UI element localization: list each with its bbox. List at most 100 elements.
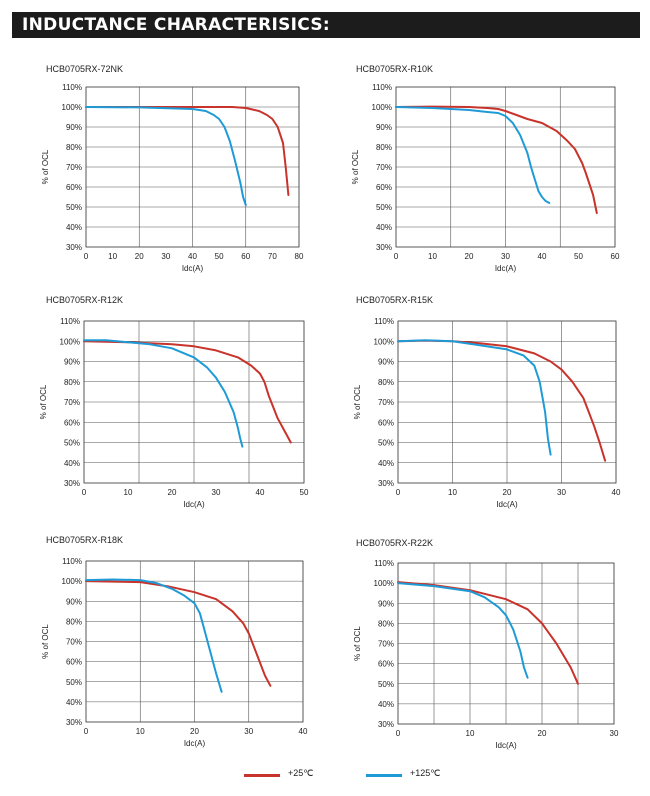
y-axis-label: % of OCL [41,624,50,659]
y-tick-label: 110% [60,317,80,326]
plot-frame [395,86,616,248]
x-tick-label: 30 [244,727,253,736]
x-tick-label: 0 [82,488,87,497]
y-tick-label: 70% [376,163,392,172]
y-tick-label: 90% [66,597,82,606]
y-tick-label: 80% [66,617,82,626]
chart-2: HCB0705RX-R10K 30% 40% 50% 60% 70% 80% 90% 100% 1… [351,64,620,273]
x-tick-label: 20 [465,252,474,261]
x-tick-label: 10 [448,488,457,497]
x-tick-label: 10 [124,488,133,497]
y-tick-label: 40% [378,700,394,709]
y-tick-label: 100% [374,337,394,346]
x-tick-label: 30 [161,252,170,261]
x-axis-label: Idc(A) [495,741,517,750]
series-line-25c [395,105,598,214]
x-tick-label: 0 [84,252,89,261]
y-tick-label: 50% [64,439,80,448]
x-axis-label: Idc(A) [495,264,517,273]
x-axis-label: Idc(A) [184,739,206,748]
y-tick-label: 90% [66,123,82,132]
x-tick-label: 80 [295,252,304,261]
chart-1: HCB0705RX-72NK 30% 40% 50% 60% 70% 80% 90% 100% 1… [41,64,304,273]
y-tick-label: 80% [378,619,394,628]
y-tick-label: 100% [60,337,80,346]
y-axis-label: % of OCL [353,626,362,661]
y-tick-label: 30% [66,243,82,252]
x-tick-label: 20 [135,252,144,261]
y-axis-label: % of OCL [41,149,50,184]
x-tick-label: 0 [84,727,89,736]
x-tick-label: 60 [241,252,250,261]
plot-frame [83,320,305,484]
x-tick-label: 10 [466,729,475,738]
y-tick-label: 70% [378,640,394,649]
x-tick-label: 30 [610,729,619,738]
x-tick-label: 0 [394,252,399,261]
x-axis-label: Idc(A) [183,500,205,509]
chart-5: HCB0705RX-R18K 30% 40% 50% 60% 70% 80% 90% 100% 1… [41,535,308,748]
x-tick-label: 0 [396,488,401,497]
x-tick-label: 50 [574,252,583,261]
x-tick-label: 20 [538,729,547,738]
y-tick-label: 70% [66,638,82,647]
series-line-125c [397,582,529,679]
chart-title: HCB0705RX-72NK [46,64,123,74]
x-tick-label: 30 [212,488,221,497]
x-tick-label: 40 [188,252,197,261]
x-tick-label: 10 [428,252,437,261]
x-tick-label: 30 [557,488,566,497]
y-tick-label: 50% [376,203,392,212]
y-tick-label: 100% [374,579,394,588]
x-axis-label: Idc(A) [496,500,518,509]
x-tick-label: 10 [136,727,145,736]
chart-3: HCB0705RX-R12K 30% 40% 50% 60% 70% 80% 90% 100% 1… [39,295,309,509]
legend-item-25c: +25℃ [244,768,354,782]
y-axis-label: % of OCL [39,384,48,419]
chart-title: HCB0705RX-R22K [356,538,433,548]
y-tick-label: 60% [64,418,80,427]
series-line-25c [83,340,292,444]
y-tick-label: 100% [62,103,82,112]
plot-frame [397,562,615,725]
header-banner: INDUCTANCE CHARACTERISICS: [12,12,640,38]
y-tick-label: 50% [66,203,82,212]
y-tick-label: 40% [378,459,394,468]
series-line-125c [85,106,247,206]
y-tick-label: 40% [64,459,80,468]
y-tick-label: 30% [64,479,80,488]
series-line-25c [85,106,290,196]
chart-4: HCB0705RX-R15K 30% 40% 50% 60% 70% 80% 90% 100% 1… [353,295,621,509]
y-tick-label: 60% [66,183,82,192]
y-tick-label: 80% [64,378,80,387]
series-line-125c [85,578,223,693]
x-tick-label: 20 [503,488,512,497]
x-tick-label: 50 [215,252,224,261]
y-tick-label: 40% [66,223,82,232]
legend-label-125c: +125℃ [410,768,441,778]
x-tick-label: 20 [168,488,177,497]
x-tick-label: 40 [538,252,547,261]
y-tick-label: 50% [66,678,82,687]
y-axis-label: % of OCL [353,384,362,419]
series-line-25c [397,581,579,685]
y-tick-label: 30% [376,243,392,252]
x-tick-label: 0 [396,729,401,738]
y-tick-label: 60% [66,658,82,667]
chart-title: HCB0705RX-R15K [356,295,433,305]
y-axis-label: % of OCL [351,149,360,184]
legend-item-125c: +125℃ [366,768,486,782]
legend-swatch-125c [366,774,402,777]
chart-title: HCB0705RX-R18K [46,535,123,545]
x-tick-label: 20 [190,727,199,736]
y-tick-label: 90% [378,358,394,367]
chart-6: HCB0705RX-R22K 30% 40% 50% 60% 70% 80% 90% 100% 1… [353,538,619,750]
y-tick-label: 60% [378,418,394,427]
y-tick-label: 30% [378,479,394,488]
x-tick-label: 70 [268,252,277,261]
y-tick-label: 80% [376,143,392,152]
y-tick-label: 110% [62,557,82,566]
legend-label-25c: +25℃ [288,768,314,778]
x-tick-label: 40 [612,488,621,497]
